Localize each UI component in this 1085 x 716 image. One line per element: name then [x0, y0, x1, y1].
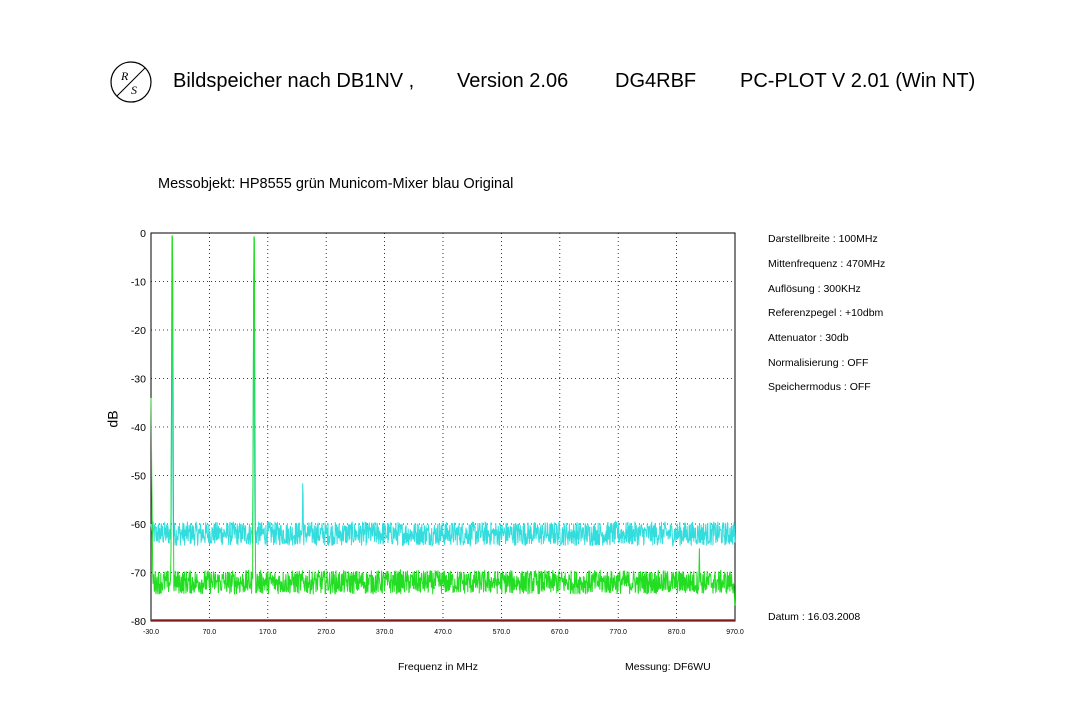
y-tick-label: -70 [131, 568, 146, 580]
x-tick-label: 570.0 [493, 629, 511, 636]
rohde-schwarz-logo-icon: R S [110, 61, 152, 103]
y-tick-label: -10 [131, 277, 146, 289]
page-title-part-2: Version 2.06 [457, 70, 569, 92]
series-line-cyan [150, 237, 736, 548]
x-tick-label: -30.0 [143, 629, 159, 636]
y-tick-label: -20 [131, 325, 146, 337]
info-referenzpegel: Referenzpegel : +10dbm [768, 307, 884, 319]
info-darstellbreite: Darstellbreite : 100MHz [768, 233, 878, 245]
page-title-part-4: PC-PLOT V 2.01 (Win NT) [740, 70, 976, 92]
x-tick-label: 370.0 [376, 629, 394, 636]
info-normalisierung: Normalisierung : OFF [768, 357, 869, 369]
y-tick-label: 0 [140, 228, 146, 240]
y-tick-label: -30 [131, 374, 146, 386]
svg-text:S: S [131, 83, 137, 97]
x-tick-label: 70.0 [203, 629, 217, 636]
series-line-green [150, 235, 736, 606]
chart-title: Messobjekt: HP8555 grün Municom-Mixer bl… [158, 176, 514, 192]
x-tick-label: 170.0 [259, 629, 277, 636]
messung-label: Messung: DF6WU [625, 661, 711, 673]
svg-text:R: R [120, 69, 129, 83]
info-speichermodus: Speichermodus : OFF [768, 381, 871, 393]
info-attenuator: Attenuator : 30db [768, 332, 849, 344]
y-tick-label: -50 [131, 471, 146, 483]
x-tick-label: 270.0 [317, 629, 335, 636]
x-tick-label: 870.0 [668, 629, 686, 636]
x-axis-label: Frequenz in MHz [398, 661, 478, 673]
x-tick-label: 670.0 [551, 629, 569, 636]
info-aufloesung: Auflösung : 300KHz [768, 283, 861, 295]
page-title-part-1: Bildspeicher nach DB1NV , [173, 70, 415, 92]
y-tick-label: -60 [131, 519, 146, 531]
page-title-part-3: DG4RBF [615, 70, 697, 92]
y-tick-label: -40 [131, 422, 146, 434]
y-tick-label: -80 [131, 616, 146, 628]
y-axis-label: dB [104, 410, 121, 428]
x-tick-label: 970.0 [726, 629, 744, 636]
x-tick-label: 770.0 [609, 629, 627, 636]
info-datum: Datum : 16.03.2008 [768, 611, 861, 623]
x-tick-label: 470.0 [434, 629, 452, 636]
info-mittenfrequenz: Mittenfrequenz : 470MHz [768, 258, 886, 270]
